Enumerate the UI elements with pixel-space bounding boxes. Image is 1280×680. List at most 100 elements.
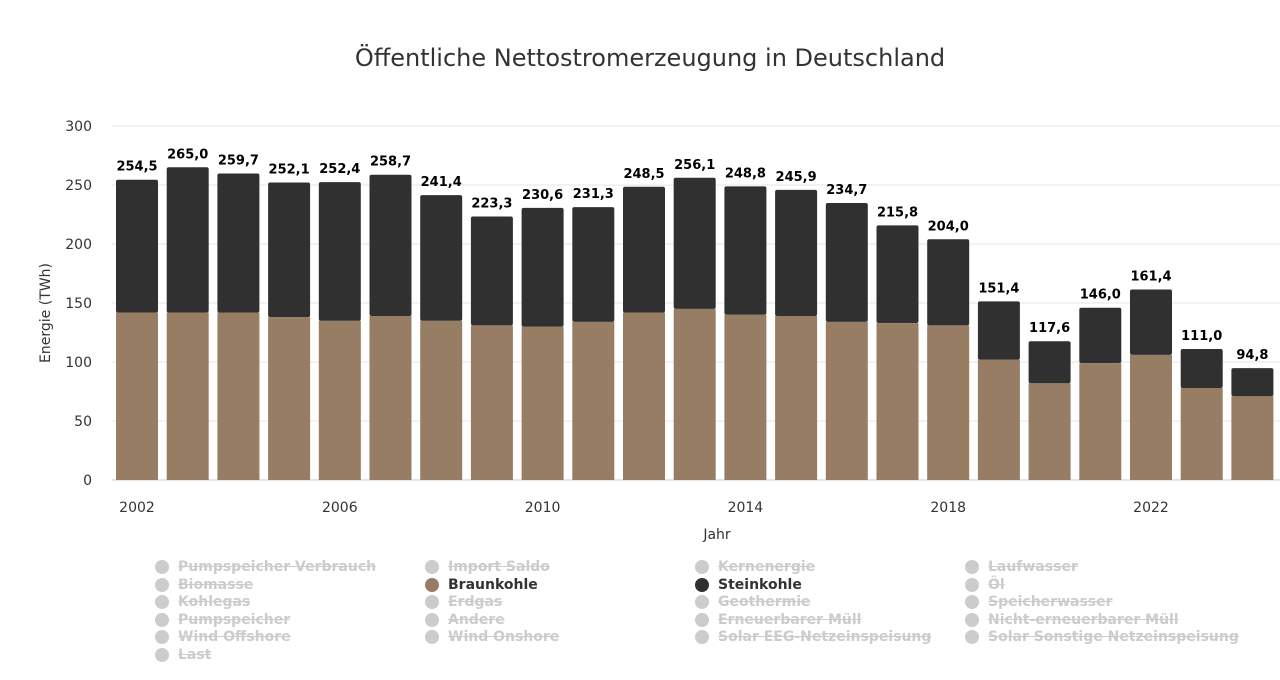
bar-steinkohle-2020[interactable] [1028,341,1071,384]
bar-steinkohle-2006[interactable] [318,182,361,321]
bar-braunkohle-2005[interactable] [268,317,311,480]
y-tick-label: 250 [65,178,92,194]
legend-item-laufwasser[interactable]: Laufwasser [965,559,1078,575]
legend-item-kohlegas[interactable]: Kohlegas [155,594,250,610]
bar-braunkohle-2022[interactable] [1130,354,1172,480]
bar-braunkohle-2013[interactable] [673,308,716,480]
bar-braunkohle-2008[interactable] [420,320,463,480]
legend-item-geothermie[interactable]: Geothermie [695,594,811,610]
bar-braunkohle-2012[interactable] [623,312,665,480]
bar-steinkohle-2015[interactable] [775,189,818,316]
legend-label: Steinkohle [718,577,802,593]
legend-item-braunkohle[interactable]: Braunkohle [425,577,538,593]
x-tick-label: 2014 [728,500,764,516]
y-tick-label: 200 [65,237,92,253]
bar-steinkohle-2007[interactable] [369,174,412,316]
bar-steinkohle-2017[interactable] [876,225,919,324]
bar-braunkohle-2016[interactable] [825,321,868,480]
legend-label: Geothermie [718,594,811,610]
legend-item-öl[interactable]: Öl [965,577,1005,593]
legend-marker-icon [695,560,709,574]
bar-steinkohle-2024[interactable] [1231,368,1274,397]
legend-item-erneuerbarer-müll[interactable]: Erneuerbarer Müll [695,612,861,628]
legend-marker-icon [425,578,439,592]
bar-steinkohle-2018[interactable] [927,239,970,326]
legend-item-nicht-erneuerbarer-müll[interactable]: Nicht-erneuerbarer Müll [965,612,1179,628]
bar-braunkohle-2024[interactable] [1231,396,1274,480]
legend-item-andere[interactable]: Andere [425,612,505,628]
bar-braunkohle-2017[interactable] [876,323,919,480]
bar-steinkohle-2010[interactable] [521,207,564,327]
x-axis: 2002 2006 2010 2014 2018 2022 [119,500,1169,516]
bar-braunkohle-2015[interactable] [775,315,818,480]
bar-steinkohle-2008[interactable] [420,195,463,321]
bar-braunkohle-2004[interactable] [217,312,260,480]
legend-label: Öl [988,577,1005,593]
legend-item-pumpspeicher[interactable]: Pumpspeicher [155,612,290,628]
bar-steinkohle-2014[interactable] [724,186,767,315]
legend-marker-icon [965,578,979,592]
legend-item-speicherwasser[interactable]: Speicherwasser [965,594,1113,610]
bar-braunkohle-2007[interactable] [369,315,412,480]
bar-steinkohle-2013[interactable] [673,177,716,309]
legend-item-biomasse[interactable]: Biomasse [155,577,253,593]
legend-marker-icon [695,613,709,627]
legend-marker-icon [965,560,979,574]
bar-steinkohle-2022[interactable] [1130,289,1172,355]
bar-steinkohle-2009[interactable] [470,216,513,326]
y-tick-label: 300 [65,119,92,135]
legend-item-erdgas[interactable]: Erdgas [425,594,502,610]
y-axis-label: Energie (TWh) [38,263,54,363]
bar-braunkohle-2002[interactable] [116,312,158,480]
legend-item-wind-onshore[interactable]: Wind Onshore [425,629,559,645]
bar-braunkohle-2014[interactable] [724,314,767,480]
legend-marker-icon [155,595,169,609]
bar-braunkohle-2010[interactable] [521,326,564,480]
data-label-2018: 204,0 [928,219,969,234]
legend-item-import-saldo[interactable]: Import Saldo [425,559,550,575]
data-label-2017: 215,8 [877,205,918,220]
bar-braunkohle-2020[interactable] [1028,383,1071,480]
data-label-2003: 265,0 [167,147,208,162]
bar-braunkohle-2023[interactable] [1180,387,1223,480]
bar-braunkohle-2009[interactable] [470,325,513,480]
bar-steinkohle-2019[interactable] [977,301,1020,360]
legend-label: Import Saldo [448,559,550,575]
legend-label: Wind Onshore [448,629,560,645]
legend-marker-icon [965,630,979,644]
bar-steinkohle-2002[interactable] [116,179,158,313]
legend-item-solar-eeg-netzeinspeisung[interactable]: Solar EEG-Netzeinspeisung [695,629,931,645]
bar-steinkohle-2011[interactable] [572,207,615,322]
bar-braunkohle-2011[interactable] [572,321,615,480]
legend-item-steinkohle[interactable]: Steinkohle [695,577,802,593]
bar-steinkohle-2003[interactable] [166,167,209,313]
legend-item-last[interactable]: Last [155,647,211,663]
data-label-2020: 117,6 [1029,321,1070,336]
legend-item-solar-sonstige-netzeinspeisung[interactable]: Solar Sonstige Netzeinspeisung [965,629,1239,645]
legend-marker-icon [155,630,169,644]
bar-braunkohle-2021[interactable] [1079,363,1122,480]
bar-steinkohle-2023[interactable] [1180,349,1223,388]
bar-steinkohle-2016[interactable] [825,203,868,322]
legend-item-pumpspeicher-verbrauch[interactable]: Pumpspeicher Verbrauch [155,559,376,575]
bar-braunkohle-2006[interactable] [318,320,361,480]
bar-braunkohle-2018[interactable] [927,325,970,480]
bar-braunkohle-2019[interactable] [977,359,1020,480]
legend-marker-icon [155,648,169,662]
legend-marker-icon [155,560,169,574]
legend-marker-icon [425,560,439,574]
legend-item-kernenergie[interactable]: Kernenergie [695,559,815,575]
bar-steinkohle-2004[interactable] [217,173,260,313]
bar-steinkohle-2005[interactable] [268,182,311,318]
bar-steinkohle-2012[interactable] [623,186,665,313]
legend-label: Wind Offshore [178,629,291,645]
data-label-2016: 234,7 [826,183,867,198]
data-label-2010: 230,6 [522,188,563,203]
legend-marker-icon [155,578,169,592]
legend-item-wind-offshore[interactable]: Wind Offshore [155,629,291,645]
legend-marker-icon [425,613,439,627]
bar-steinkohle-2021[interactable] [1079,307,1122,364]
data-label-2006: 252,4 [319,162,360,177]
data-labels: 254,5 265,0 259,7 252,1 252,4 258,7 241,4 223,3… [116,147,1268,363]
bar-braunkohle-2003[interactable] [166,312,209,480]
